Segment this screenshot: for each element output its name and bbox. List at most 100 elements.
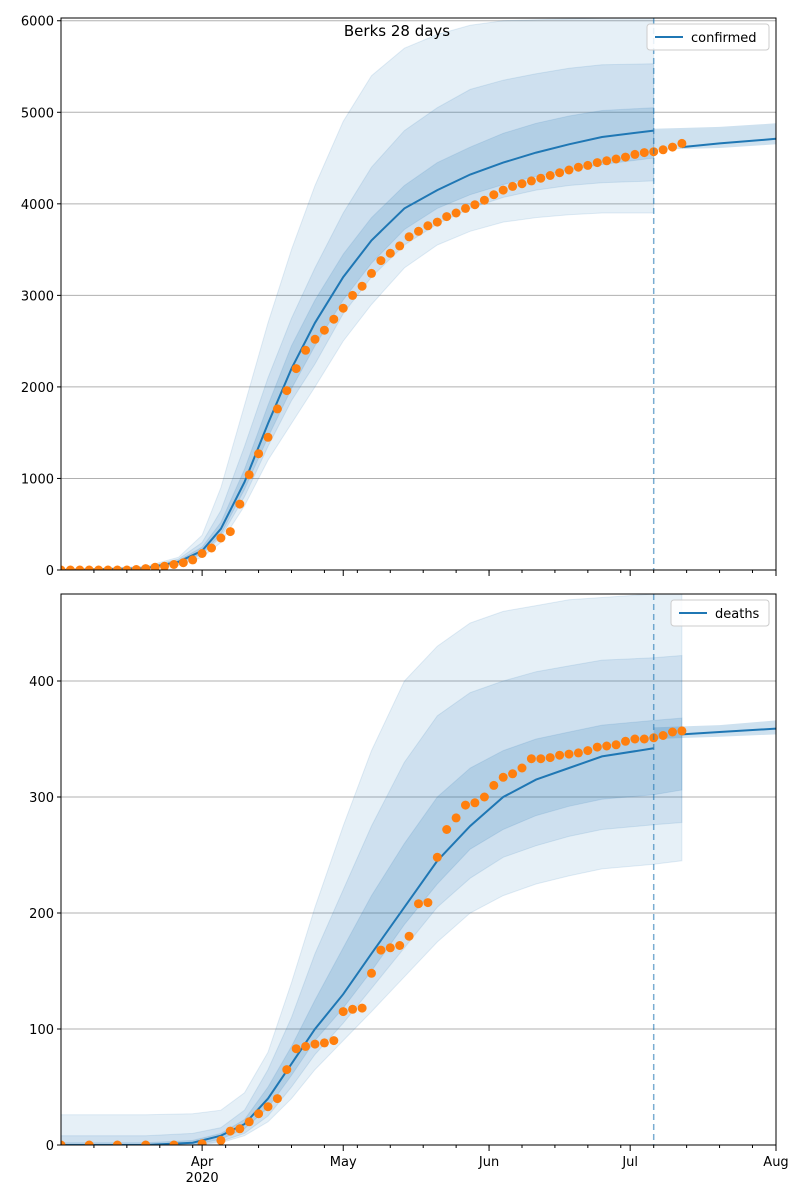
observed-point: [84, 1140, 94, 1145]
x-tick-label: Jun: [478, 1155, 499, 1170]
observed-point: [592, 742, 602, 752]
legend-box: [670, 599, 770, 627]
observed-point: [291, 1044, 301, 1054]
observed-point: [573, 748, 583, 758]
observed-point: [61, 565, 66, 570]
observed-point: [376, 945, 386, 955]
gridlines: [61, 680, 776, 1030]
observed-point: [536, 173, 546, 183]
observed-point: [244, 1117, 254, 1127]
observed-point: [592, 158, 602, 168]
observed-point: [84, 565, 94, 570]
y-tick-label: 0: [46, 564, 54, 579]
observed-point: [150, 562, 160, 570]
observed-point: [545, 171, 555, 180]
observed-point: [508, 181, 518, 191]
observed-point: [169, 560, 179, 569]
observed-point: [103, 565, 113, 570]
observed-point: [310, 334, 320, 344]
observed-points: [61, 138, 687, 570]
observed-point: [216, 1135, 226, 1145]
observed-point: [479, 195, 489, 205]
observed-point: [545, 753, 555, 763]
observed-point: [517, 763, 527, 773]
x-year-label: 2020: [186, 1171, 219, 1186]
observed-point: [112, 1140, 122, 1145]
observed-point: [348, 1004, 358, 1014]
observed-point: [432, 217, 442, 227]
observed-point: [630, 149, 640, 159]
y-tick-label: 5000: [21, 106, 54, 121]
observed-point: [602, 156, 612, 166]
observed-point: [451, 208, 461, 218]
legend-label: deaths: [715, 607, 760, 622]
observed-point: [479, 792, 489, 802]
observed-point: [301, 345, 311, 355]
observed-point: [94, 565, 104, 570]
observed-point: [131, 565, 141, 570]
plot-area: [61, 594, 776, 1145]
x-axis: Apr May Jun Jul Aug 2020: [93, 1145, 789, 1186]
observed-point: [489, 190, 499, 200]
deaths-panel: 0 100 200 300 400 Apr May Jun Jul Aug 2020 deaths: [29, 593, 789, 1186]
observed-point: [75, 565, 85, 570]
observed-point: [319, 1038, 329, 1048]
observed-point: [611, 154, 621, 164]
observed-point: [668, 727, 677, 737]
observed-point: [65, 565, 75, 570]
observed-point: [244, 470, 254, 480]
y-tick-label: 300: [29, 791, 54, 806]
observed-point: [677, 726, 687, 736]
forecast-median-line: [681, 137, 776, 149]
observed-point: [216, 533, 226, 543]
observed-point: [395, 241, 405, 251]
observed-point: [319, 325, 329, 335]
observed-point: [630, 734, 640, 744]
observed-point: [498, 772, 508, 782]
observed-point: [555, 168, 565, 178]
observed-point: [160, 561, 169, 570]
observed-point: [395, 941, 405, 950]
observed-point: [338, 1007, 348, 1017]
observed-point: [197, 1139, 207, 1145]
observed-point: [272, 1094, 282, 1104]
gridlines: [61, 20, 776, 479]
y-tick-label: 2000: [21, 381, 54, 396]
observed-point: [432, 852, 442, 862]
uncertainty-band-outer: [61, 594, 683, 1145]
observed-point: [555, 750, 565, 760]
observed-point: [178, 558, 188, 568]
observed-point: [526, 176, 536, 186]
observed-point: [621, 152, 630, 162]
observed-point: [225, 527, 235, 537]
observed-point: [658, 145, 668, 155]
observed-point: [442, 825, 452, 834]
observed-point: [357, 1003, 367, 1013]
observed-point: [310, 1039, 320, 1049]
y-tick-label: 1000: [21, 472, 54, 487]
observed-point: [282, 1065, 292, 1075]
observed-point: [357, 281, 367, 291]
observed-point: [451, 813, 461, 823]
y-tick-label: 0: [46, 1139, 54, 1154]
observed-point: [489, 780, 499, 790]
x-tick-label: May: [330, 1155, 357, 1170]
observed-points: [61, 726, 687, 1145]
observed-point: [141, 1140, 151, 1145]
legend: confirmed: [646, 23, 770, 51]
forecast-median-line: [681, 727, 776, 736]
observed-point: [197, 549, 207, 558]
x-tick-label: Aug: [763, 1155, 788, 1170]
model-median-line: [61, 747, 654, 1145]
y-tick-label: 6000: [21, 15, 54, 30]
observed-point: [526, 754, 536, 764]
observed-point: [329, 314, 339, 324]
observed-point: [385, 248, 395, 258]
observed-point: [423, 221, 433, 231]
observed-point: [404, 232, 414, 242]
observed-point: [263, 432, 273, 442]
observed-point: [621, 736, 630, 746]
observed-point: [414, 899, 423, 909]
observed-point: [235, 499, 245, 509]
observed-point: [376, 256, 386, 266]
